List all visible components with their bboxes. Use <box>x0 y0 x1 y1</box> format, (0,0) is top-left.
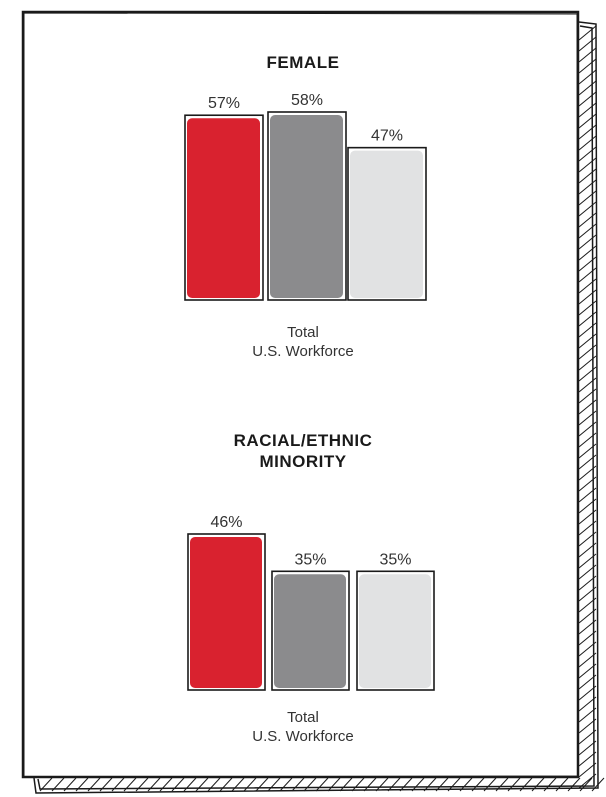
hatch-stroke <box>231 777 245 792</box>
category-label-minority: Total U.S. Workforce <box>0 708 606 746</box>
hatch-stroke <box>183 777 197 792</box>
hatch-stroke <box>578 135 597 151</box>
hatch-stroke <box>411 777 425 792</box>
hatch-stroke <box>578 179 597 195</box>
hatch-stroke <box>387 777 401 792</box>
hatch-stroke <box>315 777 329 792</box>
hatch-stroke <box>375 777 389 792</box>
shadow-edge <box>37 25 595 790</box>
bar-outline <box>271 570 350 691</box>
hatch-stroke <box>291 777 305 792</box>
hatch-stroke <box>578 47 597 63</box>
hatch-stroke <box>339 777 353 792</box>
hatch-stroke <box>578 124 597 140</box>
paper-border-sketch <box>23 12 579 778</box>
bar-value-label: 46% <box>210 514 242 531</box>
bar-value-label: 57% <box>208 95 240 112</box>
shadow-edge <box>33 21 599 794</box>
category-label-line: U.S. Workforce <box>252 343 354 360</box>
category-label-line: U.S. Workforce <box>252 728 354 745</box>
bar-fill <box>350 150 423 298</box>
bar-outline <box>184 114 264 301</box>
bar-value-label: 35% <box>294 551 326 568</box>
hatch-stroke <box>578 80 597 96</box>
bar-outline <box>356 570 435 691</box>
hatch-stroke <box>578 91 597 107</box>
hatch-stroke <box>578 168 597 184</box>
hatch-stroke <box>567 777 581 792</box>
hatch-stroke <box>279 777 293 792</box>
female-bar-chart: 57% 58% 47% <box>184 92 427 301</box>
bar-fill <box>274 574 346 688</box>
chart-title-line: RACIAL/ETHNIC <box>233 431 373 450</box>
hatch-stroke <box>399 777 413 792</box>
bar-outline <box>267 111 347 301</box>
bar-outline <box>187 533 266 691</box>
hatch-stroke <box>255 777 269 792</box>
category-label-line: Total <box>287 709 319 726</box>
hatch-stroke <box>578 113 597 129</box>
bar-fill <box>359 574 431 688</box>
hatch-stroke <box>195 777 209 792</box>
hatch-stroke <box>578 762 597 778</box>
hatch-stroke <box>578 69 597 85</box>
chart-title-minority: RACIAL/ETHNIC MINORITY <box>0 430 606 472</box>
chart-title-line: MINORITY <box>259 452 347 471</box>
bar-value-label: 58% <box>291 92 323 109</box>
category-label-female: Total U.S. Workforce <box>0 323 606 361</box>
hatch-stroke <box>219 777 233 792</box>
bar-value-label: 47% <box>371 128 403 145</box>
bar-outline <box>347 146 427 301</box>
bar-fill <box>190 537 262 688</box>
bar-fill <box>187 118 260 298</box>
hatch-stroke <box>351 777 365 792</box>
hatch-stroke <box>578 36 597 52</box>
bar-fill <box>270 115 343 298</box>
chart-title-female: FEMALE <box>0 52 606 73</box>
minority-bar-chart: 46% 35% 35% <box>187 514 435 691</box>
hatch-stroke <box>327 777 341 792</box>
hatch-stroke <box>243 777 257 792</box>
category-label-line: Total <box>287 324 319 341</box>
hatch-stroke <box>171 777 185 792</box>
hatch-stroke <box>579 777 593 792</box>
hatch-stroke <box>207 777 221 792</box>
hatch-stroke <box>578 157 597 173</box>
hatch-stroke <box>578 146 597 162</box>
hatch-stroke <box>303 777 317 792</box>
hatch-stroke <box>267 777 281 792</box>
bar-value-label: 35% <box>379 551 411 568</box>
hatch-stroke <box>578 25 597 41</box>
hatch-stroke <box>578 58 597 74</box>
hatch-stroke <box>363 777 377 792</box>
chart-title-line: FEMALE <box>266 53 340 72</box>
frame-hatching <box>33 21 605 794</box>
hatch-stroke <box>578 102 597 118</box>
